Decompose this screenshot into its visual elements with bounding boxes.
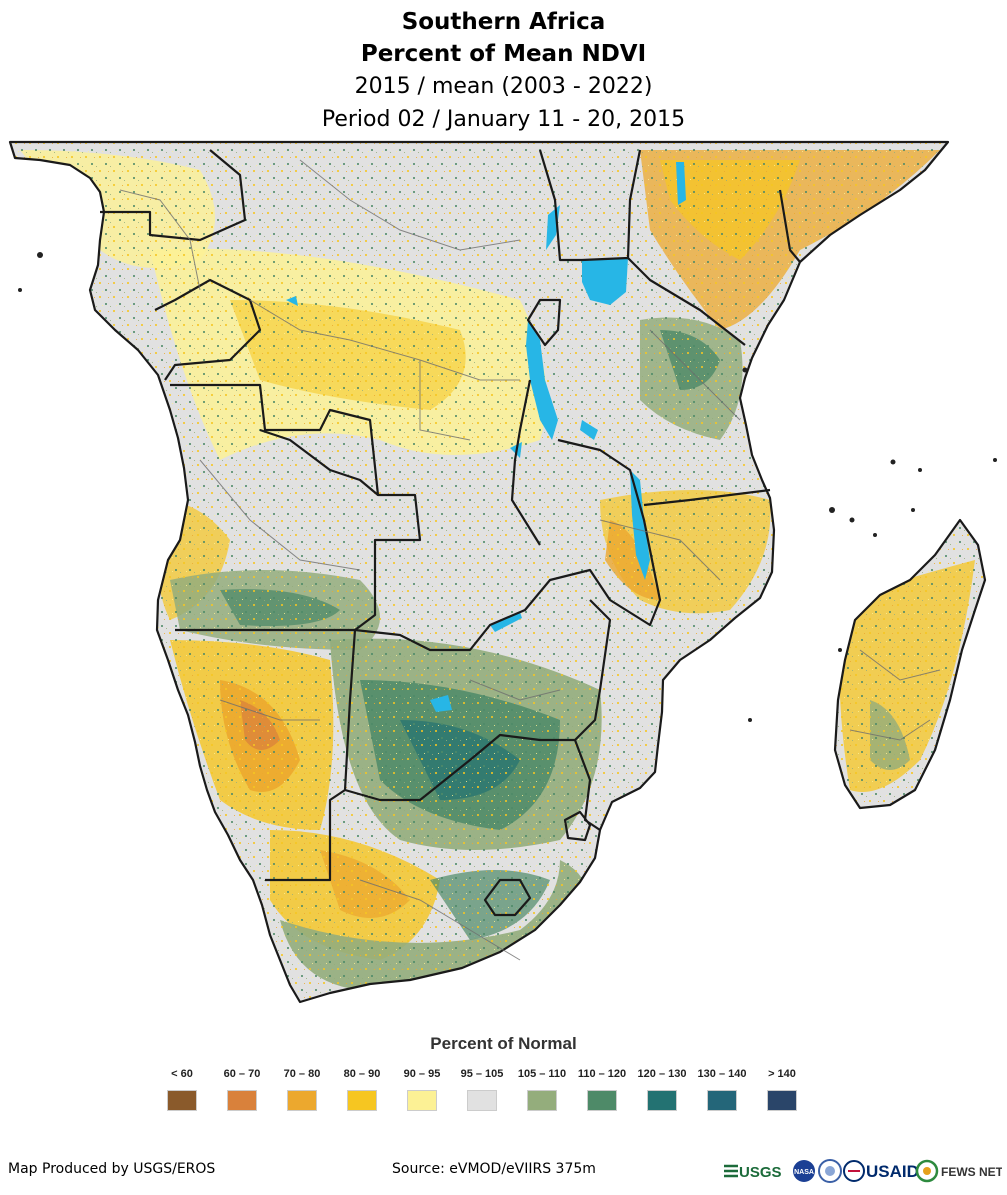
legend-swatch [347, 1090, 377, 1111]
legend-item: 130 – 140 [692, 1068, 752, 1111]
legend-swatch [407, 1090, 437, 1111]
ndvi-map [8, 140, 997, 1004]
legend-item: > 140 [752, 1068, 812, 1111]
legend-item: < 60 [152, 1068, 212, 1111]
legend-label: 105 – 110 [517, 1068, 567, 1080]
legend-swatch [587, 1090, 617, 1111]
okavango [430, 695, 452, 712]
legend-swatch [467, 1090, 497, 1111]
lesotho-border [483, 878, 532, 917]
legend-item: 90 – 95 [392, 1068, 452, 1111]
legend-swatch [707, 1090, 737, 1111]
source-credit: Source: eVMOD/eVIIRS 375m [392, 1161, 596, 1177]
legend-swatch [287, 1090, 317, 1111]
legend-swatch [647, 1090, 677, 1111]
legend-label: > 140 [768, 1068, 796, 1080]
legend-label: 90 – 95 [403, 1068, 441, 1080]
small-islands [18, 252, 997, 722]
noaa-seal [818, 1159, 842, 1183]
lake-turkana [676, 162, 686, 205]
legend-item: 70 – 80 [272, 1068, 332, 1111]
usaid-logo: USAID [843, 1160, 919, 1182]
lake-tanganyika [526, 320, 558, 440]
lake-victoria [582, 258, 628, 305]
legend-item: 120 – 130 [632, 1068, 692, 1111]
legend-swatch [527, 1090, 557, 1111]
admin-borders [119, 159, 941, 961]
ndvi-anomaly-layer [10, 142, 985, 1002]
map-title: Southern Africa Percent of Mean NDVI 201… [0, 6, 1007, 136]
legend-swatch [767, 1090, 797, 1111]
legend-swatch [227, 1090, 257, 1111]
legend-label: < 60 [171, 1068, 193, 1080]
legend-item: 80 – 90 [332, 1068, 392, 1111]
title-period: Period 02 / January 11 - 20, 2015 [321, 107, 686, 132]
legend-label: 60 – 70 [223, 1068, 261, 1080]
title-region: Southern Africa [401, 9, 606, 35]
legend-title: Percent of Normal [430, 1034, 577, 1053]
legend-item: 105 – 110 [512, 1068, 572, 1111]
country-borders [8, 140, 987, 1004]
lake-rukwa [580, 420, 598, 440]
lake-malawi [630, 470, 650, 580]
legend-label: 130 – 140 [697, 1068, 747, 1080]
usgs-logo: USGS [724, 1164, 782, 1181]
title-comparison: 2015 / mean (2003 - 2022) [354, 74, 653, 99]
legend-swatch [167, 1090, 197, 1111]
partner-logos: USGS NASA USAID FEWS NET [724, 1159, 1002, 1183]
legend-label: 120 – 130 [637, 1068, 687, 1080]
legend-label: 70 – 80 [283, 1068, 321, 1080]
lake-kyoga-area [286, 296, 298, 306]
fewsnet-logo: FEWS NET [915, 1159, 1002, 1183]
legend-item: 60 – 70 [212, 1068, 272, 1111]
legend-label: 110 – 120 [577, 1068, 627, 1080]
legend-item: 110 – 120 [572, 1068, 632, 1111]
title-product: Percent of Mean NDVI [360, 41, 647, 67]
producer-credit: Map Produced by USGS/EROS [8, 1161, 216, 1177]
fewsnet-logo-text: FEWS NET [941, 1165, 1002, 1179]
eswatini-border [563, 810, 592, 842]
legend-label: 95 – 105 [460, 1068, 504, 1080]
usaid-logo-text: USAID [866, 1162, 919, 1181]
usgs-logo-text: USGS [739, 1164, 782, 1181]
nasa-logo-text: NASA [794, 1169, 814, 1176]
legend-label: 80 – 90 [343, 1068, 381, 1080]
nasa-logo: NASA [793, 1160, 815, 1182]
legend-item: 95 – 105 [452, 1068, 512, 1111]
lake-kariba [490, 612, 522, 632]
